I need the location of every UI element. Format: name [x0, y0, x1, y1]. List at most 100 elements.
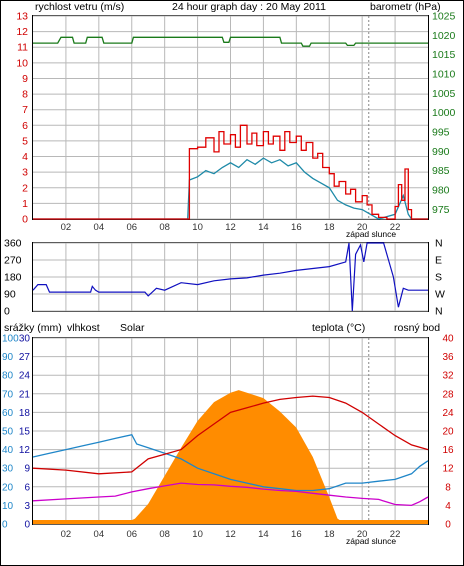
rain-tick-label: 15 [19, 427, 31, 438]
wind-tick-label: 6 [22, 120, 28, 132]
wind-tick-label: 7 [22, 104, 28, 116]
baro-tick-label: 1005 [432, 88, 456, 100]
humidity-tick-label: 70 [2, 389, 14, 400]
x-tick-label-bottom: 14 [258, 529, 269, 540]
x-tick-label-bottom: 06 [126, 529, 137, 540]
x-tick-label-top: 04 [94, 222, 105, 233]
wind-tick-label: 2 [22, 182, 28, 194]
series-dewpoint [32, 482, 429, 507]
x-tick-label-bottom: 08 [159, 529, 170, 540]
series-temperature [32, 395, 429, 475]
x-tick-label-top: 18 [324, 222, 335, 233]
legend-temperature: teplota (°C) [312, 322, 365, 334]
series-barometr [33, 36, 428, 47]
axis-ticks: 0202040406060808101012121414161618182020… [2, 11, 456, 541]
baro-tick-label: 990 [432, 146, 450, 158]
legend-humidity: vlhkost [67, 322, 100, 334]
humidity-tick-label: 10 [2, 501, 14, 512]
wind-tick-label: 3 [22, 167, 28, 179]
dir-compass-label: N [435, 238, 443, 250]
sunset-label-bottom: západ slunce [346, 536, 396, 546]
solar-layer [33, 390, 428, 524]
temp-tick-label: 0 [445, 520, 451, 531]
dir-tick-label: 0 [4, 306, 10, 318]
wind-tick-label: 1 [22, 198, 28, 210]
rain-tick-label: 12 [19, 445, 31, 456]
x-tick-label-bottom: 22 [390, 529, 401, 540]
humidity-tick-label: 40 [2, 445, 14, 456]
x-tick-label-top: 12 [225, 222, 236, 233]
wind-tick-label: 4 [22, 151, 28, 163]
x-tick-label-top: 10 [192, 222, 203, 233]
x-tick-label-top: 02 [61, 222, 72, 233]
rain-tick-label: 18 [19, 408, 31, 419]
humidity-tick-label: 60 [2, 408, 14, 419]
x-tick-label-bottom: 18 [324, 529, 335, 540]
temp-tick-label: 16 [442, 445, 454, 456]
x-tick-label-bottom: 02 [61, 529, 72, 540]
x-tick-label-top: 08 [159, 222, 170, 233]
baro-tick-label: 985 [432, 165, 450, 177]
temp-tick-label: 24 [442, 408, 454, 419]
dir-tick-label: 270 [4, 255, 22, 267]
x-tick-label-top: 06 [126, 222, 137, 233]
x-tick-label-top: 16 [291, 222, 302, 233]
dir-tick-label: 180 [4, 272, 22, 284]
series-avg-wind [33, 157, 428, 220]
temp-tick-label: 4 [445, 501, 451, 512]
dir-compass-label: N [435, 306, 443, 318]
x-tick-label-bottom: 12 [225, 529, 236, 540]
rain-tick-label: 30 [19, 334, 31, 345]
dir-tick-label: 90 [4, 289, 16, 301]
series-lines [32, 36, 429, 507]
baro-tick-label: 995 [432, 127, 450, 139]
humidity-tick-label: 80 [2, 371, 14, 382]
legend-solar: Solar [120, 322, 145, 334]
dir-compass-label: E [435, 255, 442, 267]
wind-axis-title: rychlost vetru (m/s) [35, 1, 124, 13]
rain-tick-label: 6 [24, 482, 30, 493]
dir-compass-label: W [435, 289, 445, 301]
x-tick-label-top: 14 [258, 222, 269, 233]
x-tick-label-bottom: 10 [192, 529, 203, 540]
sunset-label-top: západ slunce [346, 229, 396, 239]
baro-tick-label: 975 [432, 204, 450, 216]
solar-baseline [33, 520, 428, 524]
baro-axis-title: barometr (hPa) [370, 1, 441, 13]
wind-tick-label: 0 [22, 214, 28, 226]
baro-tick-label: 1015 [432, 49, 456, 61]
x-tick-label-bottom: 20 [357, 529, 368, 540]
temp-tick-label: 32 [442, 371, 454, 382]
baro-tick-label: 980 [432, 185, 450, 197]
series-gust [33, 124, 428, 220]
rain-tick-label: 0 [24, 520, 30, 531]
x-tick-label-top: 20 [357, 222, 368, 233]
temp-tick-label: 8 [445, 482, 451, 493]
humidity-tick-label: 20 [2, 482, 14, 493]
rain-tick-label: 9 [24, 464, 30, 475]
temp-tick-label: 20 [442, 427, 454, 438]
series-wind-direction [32, 242, 428, 312]
rain-tick-label: 3 [24, 501, 30, 512]
legend-dewpoint: rosný bod [394, 322, 440, 334]
wind-tick-label: 13 [16, 11, 28, 23]
wind-tick-label: 8 [22, 89, 28, 101]
baro-tick-label: 1000 [432, 107, 456, 119]
wind-tick-label: 9 [22, 73, 28, 85]
wind-tick-label: 10 [16, 57, 28, 69]
rain-tick-label: 21 [19, 389, 31, 400]
legend-rain: srážky (mm) [4, 322, 62, 334]
series-solar [33, 390, 428, 524]
chart-title: 24 hour graph day : 20 May 2011 [172, 1, 326, 13]
temp-tick-label: 28 [442, 389, 454, 400]
temp-tick-label: 36 [442, 352, 454, 363]
dir-compass-label: S [435, 272, 442, 284]
x-tick-label-top: 22 [390, 222, 401, 233]
humidity-tick-label: 100 [2, 334, 19, 345]
series-humidity [32, 433, 429, 492]
x-tick-label-bottom: 04 [94, 529, 105, 540]
humidity-tick-label: 30 [2, 464, 14, 475]
dir-tick-label: 360 [4, 238, 22, 250]
